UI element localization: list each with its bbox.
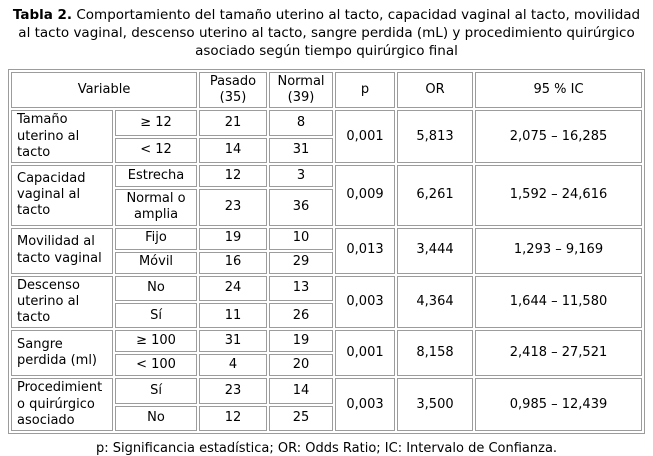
level-label: ≥ 12 <box>115 110 198 136</box>
pasado-count: 21 <box>199 110 268 136</box>
level-label: Fijo <box>115 227 198 250</box>
pasado-count: 24 <box>199 275 268 301</box>
header-p: p <box>335 71 396 109</box>
pasado-count: 23 <box>199 378 268 404</box>
normal-count: 31 <box>269 137 334 164</box>
header-row: Variable Pasado (35) Normal (39) p OR 95 %… <box>11 71 642 109</box>
ic-range: 1,644 – 11,580 <box>475 275 642 329</box>
table-row: No 12 25 <box>11 405 642 432</box>
level-label: < 12 <box>115 137 198 164</box>
variable-name: Capacidad vaginal al tacto <box>11 165 113 226</box>
pasado-count: 4 <box>199 354 268 377</box>
p-value: 0,013 <box>335 227 396 274</box>
table-row: Procedimiento quirúrgico asociado Sí 23 … <box>11 378 642 432</box>
table-row: Movilidad al tacto vaginal Fijo 19 10 0,… <box>11 227 642 274</box>
table-row: Móvil 16 29 <box>11 251 642 274</box>
or-value: 3,500 <box>397 378 474 432</box>
table-row: Capacidad vaginal al tacto Estrecha 12 3… <box>11 165 642 226</box>
pasado-count: 23 <box>199 189 268 226</box>
table-footnote: p: Significancia estadística; OR: Odds R… <box>95 441 558 456</box>
normal-count: 20 <box>269 354 334 377</box>
normal-count: 3 <box>269 165 334 188</box>
header-pasado-label: Pasado <box>209 73 257 89</box>
normal-count: 10 <box>269 227 334 250</box>
pasado-count: 31 <box>199 330 268 353</box>
or-value: 6,261 <box>397 165 474 226</box>
normal-count: 25 <box>269 405 334 432</box>
normal-count: 19 <box>269 330 334 353</box>
header-normal: Normal (39) <box>269 71 334 109</box>
table-title: Tabla 2. Comportamiento del tamaño uteri… <box>12 7 641 61</box>
or-value: 8,158 <box>397 330 474 377</box>
header-pasado: Pasado (35) <box>199 71 268 109</box>
level-label: < 100 <box>115 354 198 377</box>
ic-range: 0,985 – 12,439 <box>475 378 642 432</box>
level-label: ≥ 100 <box>115 330 198 353</box>
variable-name: Tamaño uterino al tacto <box>11 110 113 164</box>
pasado-count: 16 <box>199 251 268 274</box>
p-value: 0,003 <box>335 378 396 432</box>
pasado-count: 12 <box>199 165 268 188</box>
level-label: Sí <box>115 378 198 404</box>
table-row: Sangre perdida (ml) ≥ 100 31 19 0,001 8,… <box>11 330 642 377</box>
level-label: No <box>115 275 198 301</box>
normal-count: 29 <box>269 251 334 274</box>
p-value: 0,001 <box>335 330 396 377</box>
table-row: < 12 14 31 <box>11 137 642 164</box>
ic-range: 2,418 – 27,521 <box>475 330 642 377</box>
table-row: Descenso uterino al tacto No 24 13 0,003… <box>11 275 642 329</box>
table-row: < 100 4 20 <box>11 354 642 377</box>
normal-count: 14 <box>269 378 334 404</box>
normal-count: 26 <box>269 302 334 329</box>
pasado-count: 14 <box>199 137 268 164</box>
table-row: Normal o amplia 23 36 <box>11 189 642 226</box>
table-row: Sí 11 26 <box>11 302 642 329</box>
ic-range: 2,075 – 16,285 <box>475 110 642 164</box>
header-pasado-n: (35) <box>219 90 247 106</box>
p-value: 0,009 <box>335 165 396 226</box>
level-label: Estrecha <box>115 165 198 188</box>
or-value: 3,444 <box>397 227 474 274</box>
table-title-text: Comportamiento del tamaño uterino al tac… <box>18 7 641 59</box>
variable-name: Procedimiento quirúrgico asociado <box>11 378 113 432</box>
pasado-count: 11 <box>199 302 268 329</box>
ic-range: 1,293 – 9,169 <box>475 227 642 274</box>
variable-name: Movilidad al tacto vaginal <box>11 227 113 274</box>
variable-name: Descenso uterino al tacto <box>11 275 113 329</box>
or-value: 5,813 <box>397 110 474 164</box>
table-title-number: Tabla 2. <box>12 7 73 23</box>
header-normal-label: Normal <box>277 73 325 89</box>
variable-name: Sangre perdida (ml) <box>11 330 113 377</box>
level-label: Móvil <box>115 251 198 274</box>
header-variable: Variable <box>11 71 198 109</box>
level-label: Sí <box>115 302 198 329</box>
ic-range: 1,592 – 24,616 <box>475 165 642 226</box>
level-label: No <box>115 405 198 432</box>
header-ic: 95 % IC <box>475 71 642 109</box>
header-or: OR <box>397 71 474 109</box>
statistics-table: Variable Pasado (35) Normal (39) p OR 95 %… <box>8 68 645 435</box>
header-normal-n: (39) <box>287 90 315 106</box>
normal-count: 13 <box>269 275 334 301</box>
level-label: Normal o amplia <box>115 189 198 226</box>
or-value: 4,364 <box>397 275 474 329</box>
pasado-count: 12 <box>199 405 268 432</box>
table-row: Tamaño uterino al tacto ≥ 12 21 8 0,001 … <box>11 110 642 164</box>
normal-count: 36 <box>269 189 334 226</box>
normal-count: 8 <box>269 110 334 136</box>
p-value: 0,003 <box>335 275 396 329</box>
pasado-count: 19 <box>199 227 268 250</box>
p-value: 0,001 <box>335 110 396 164</box>
